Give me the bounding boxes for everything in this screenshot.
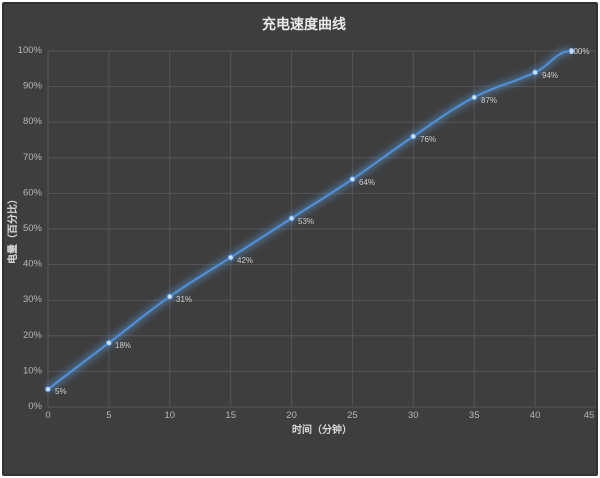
svg-text:76%: 76% bbox=[420, 135, 436, 144]
svg-text:31%: 31% bbox=[176, 295, 192, 304]
svg-text:60%: 60% bbox=[23, 187, 43, 198]
svg-text:时间（分钟）: 时间（分钟） bbox=[292, 423, 352, 436]
svg-text:电量（百分比）: 电量（百分比） bbox=[6, 194, 19, 264]
svg-text:0: 0 bbox=[45, 410, 50, 421]
svg-text:90%: 90% bbox=[23, 81, 43, 92]
svg-text:100%: 100% bbox=[18, 45, 43, 56]
svg-text:40%: 40% bbox=[23, 259, 43, 270]
svg-text:35: 35 bbox=[469, 410, 480, 421]
svg-text:87%: 87% bbox=[481, 96, 497, 105]
svg-text:50%: 50% bbox=[23, 223, 43, 234]
svg-text:0%: 0% bbox=[28, 401, 42, 412]
svg-text:10: 10 bbox=[165, 410, 176, 421]
svg-text:80%: 80% bbox=[23, 116, 43, 127]
svg-text:40: 40 bbox=[530, 410, 541, 421]
svg-text:5: 5 bbox=[106, 410, 111, 421]
svg-text:53%: 53% bbox=[298, 217, 314, 226]
svg-text:5%: 5% bbox=[55, 387, 67, 396]
svg-text:94%: 94% bbox=[542, 71, 558, 80]
svg-text:100%: 100% bbox=[569, 47, 589, 56]
svg-text:42%: 42% bbox=[237, 256, 253, 265]
svg-text:18%: 18% bbox=[115, 341, 131, 350]
svg-text:70%: 70% bbox=[23, 152, 43, 163]
svg-text:64%: 64% bbox=[359, 178, 375, 187]
svg-text:30%: 30% bbox=[23, 294, 43, 305]
svg-text:10%: 10% bbox=[23, 365, 43, 376]
svg-text:20%: 20% bbox=[23, 330, 43, 341]
svg-text:45: 45 bbox=[584, 410, 595, 421]
svg-text:20: 20 bbox=[286, 410, 297, 421]
svg-text:30: 30 bbox=[408, 410, 419, 421]
svg-text:25: 25 bbox=[347, 410, 358, 421]
svg-text:15: 15 bbox=[225, 410, 236, 421]
